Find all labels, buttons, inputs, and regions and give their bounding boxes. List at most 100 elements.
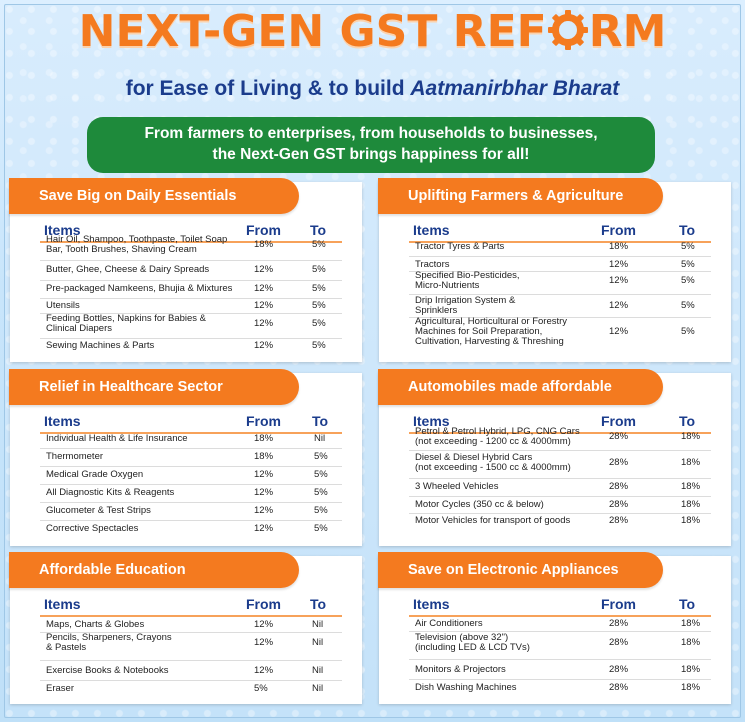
table-row-from: 18% <box>254 433 274 444</box>
section-title: Save on Electronic Appliances <box>378 552 663 588</box>
table-row-item-line: Specified Bio-Pesticides, <box>415 270 520 281</box>
table-row-to: 18% <box>681 499 701 510</box>
column-header-items: Items <box>413 596 450 612</box>
table-row-from: 28% <box>609 515 629 526</box>
table-row-item: Maps, Charts & Globes <box>46 620 144 630</box>
row-divider <box>40 313 342 314</box>
table-row-item-line: Motor Vehicles for transport of goods <box>415 515 571 526</box>
table-row-item: Corrective Spectacles <box>46 524 138 534</box>
table-row-item-line: Petrol & Petrol Hybrid, LPG, CNG Cars <box>415 426 580 437</box>
page-title: NEXT-GEN GST REF RM <box>78 6 667 57</box>
row-divider <box>409 679 711 680</box>
table-row-item-line: Exercise Books & Notebooks <box>46 665 169 676</box>
table-row-item-line: Glucometer & Test Strips <box>46 505 151 516</box>
header-divider <box>40 432 342 434</box>
table-row-from: 28% <box>609 618 629 629</box>
table-row-item: All Diagnostic Kits & Reagents <box>46 488 174 498</box>
table-row-item-line: Television (above 32") <box>415 632 509 643</box>
section-title: Affordable Education <box>9 552 299 588</box>
column-header-to: To <box>310 596 327 612</box>
table-row-item-line: Tractors <box>415 259 450 270</box>
section-title: Save Big on Daily Essentials <box>9 178 299 214</box>
table-row-from: 12% <box>609 275 629 286</box>
table-row-item: Eraser <box>46 684 74 694</box>
row-divider <box>409 294 711 295</box>
table-row-item: Hair Oil, Shampoo, Toothpaste, Toilet So… <box>46 235 227 255</box>
table-row-item: Thermometer <box>46 452 103 462</box>
row-divider <box>409 631 711 632</box>
section-card: Affordable Education Items From To Maps, Cha… <box>9 552 362 704</box>
table-row-from: 28% <box>609 481 629 492</box>
row-divider <box>40 520 342 521</box>
table-row-item: Tractor Tyres & Parts <box>415 242 504 252</box>
header-divider <box>40 241 342 243</box>
row-divider <box>40 484 342 485</box>
column-header-items: Items <box>44 413 81 429</box>
table-row-item-line: Individual Health & Life Insurance <box>46 433 188 444</box>
column-header-to: To <box>679 222 696 238</box>
table-row-from: 12% <box>254 300 274 311</box>
table-row-item-line: All Diagnostic Kits & Reagents <box>46 487 175 498</box>
table-row-item: 3 Wheeled Vehicles <box>415 482 498 492</box>
table-row-to: 5% <box>681 259 695 270</box>
column-header-items: Items <box>413 222 450 238</box>
table-row-from: 28% <box>609 499 629 510</box>
table-row-item: Utensils <box>46 301 80 311</box>
table-row-item-line: Pre-packaged Namkeens, Bhujia & Mixtures <box>46 283 233 294</box>
table-row-item-line: Agricultural, Horticultural or Forestry <box>415 316 568 327</box>
row-divider <box>409 496 711 497</box>
row-divider <box>40 280 342 281</box>
table-row-item-line: Dish Washing Machines <box>415 682 517 693</box>
column-header-from: From <box>246 222 281 238</box>
table-row-item-line: & Pastels <box>46 642 87 653</box>
table-row-from: 28% <box>609 457 629 468</box>
table-row-item: Agricultural, Horticultural or Forestry M… <box>415 317 567 347</box>
column-header-from: From <box>246 596 281 612</box>
section-title: Automobiles made affordable <box>378 369 663 405</box>
table-row-item: Diesel & Diesel Hybrid Cars (not exceedin… <box>415 453 571 473</box>
table-row-item-line: Bar, Tooth Brushes, Shaving Cream <box>46 244 197 255</box>
header-divider <box>409 432 711 434</box>
table-row-to: Nil <box>312 619 324 630</box>
table-row-to: 5% <box>681 241 695 252</box>
table-row-item: Pre-packaged Namkeens, Bhujia & Mixtures <box>46 284 232 294</box>
column-header-to: To <box>679 413 696 429</box>
table-row-item-line: Eraser <box>46 683 74 694</box>
table-row-item-line: Corrective Spectacles <box>46 523 139 534</box>
column-header-from: From <box>246 413 281 429</box>
table-row-item-line: Maps, Charts & Globes <box>46 619 145 630</box>
table-row-to: 18% <box>681 481 701 492</box>
section-card: Relief in Healthcare Sector Items From To In… <box>9 369 362 546</box>
tagline-banner: From farmers to enterprises, from househ… <box>87 117 655 173</box>
table-row-item: Drip Irrigation System & Sprinklers <box>415 296 515 316</box>
table-row-to: Nil <box>314 433 326 444</box>
table-row-item: Television (above 32") (including LED & L… <box>415 633 530 653</box>
table-row-from: 12% <box>609 259 629 270</box>
table-row-item-line: Machines for Soil Preparation, <box>415 326 543 337</box>
page-subtitle: for Ease of Living & to build Aatmanirbh… <box>125 77 620 100</box>
table-row-to: 5% <box>312 340 326 351</box>
table-row-to: Nil <box>312 683 324 694</box>
table-row-item-line: Micro-Nutrients <box>415 280 480 291</box>
table-row-item-line: Feeding Bottles, Napkins for Babies & <box>46 313 207 324</box>
table-row-from: 12% <box>254 469 274 480</box>
section-title: Relief in Healthcare Sector <box>9 369 299 405</box>
table-row-item: Petrol & Petrol Hybrid, LPG, CNG Cars (no… <box>415 427 580 447</box>
table-row-from: 28% <box>609 682 629 693</box>
table-row-to: 18% <box>681 618 701 629</box>
tagline-line-1: From farmers to enterprises, from househ… <box>144 125 598 142</box>
column-header-to: To <box>312 413 329 429</box>
row-divider <box>409 659 711 660</box>
table-row-item: Pencils, Sharpeners, Crayons & Pastels <box>46 633 172 653</box>
table-row-item: Feeding Bottles, Napkins for Babies & Cli… <box>46 314 206 334</box>
table-row-to: 18% <box>681 664 701 675</box>
row-divider <box>40 448 342 449</box>
table-row-to: 5% <box>681 326 695 337</box>
row-divider <box>40 260 342 261</box>
table-row-to: 5% <box>312 239 326 250</box>
table-row-to: 5% <box>314 505 328 516</box>
table-row-item-line: Clinical Diapers <box>46 323 112 334</box>
table-row-from: 12% <box>254 264 274 275</box>
row-divider <box>40 660 342 661</box>
row-divider <box>40 502 342 503</box>
